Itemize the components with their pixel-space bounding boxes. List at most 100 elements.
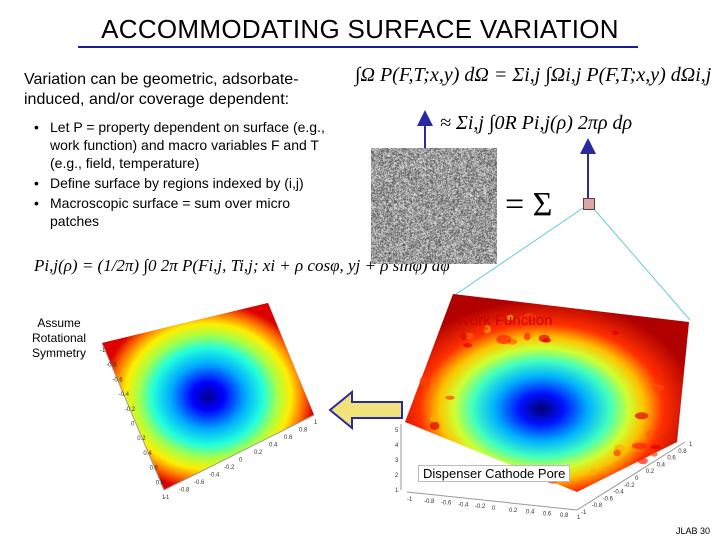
left-y-tick-label: -0.2: [125, 407, 136, 413]
left-x-tick-label: -0.8: [179, 488, 190, 494]
surface-bump: [496, 334, 512, 345]
surface-bump: [429, 421, 440, 430]
right-z-tick-label: 3: [395, 458, 399, 464]
surface-bump: [463, 342, 473, 348]
equation-local-average: Pi,j(ρ) = (1/2π) ∫0 2π P(Fi,j, Ti,j; xi …: [34, 256, 450, 275]
work-function-label: Work Function: [456, 312, 553, 329]
left-x-tick-label: 0.2: [254, 450, 263, 456]
left-x-tick-label: -0.6: [194, 480, 205, 486]
left-y-tick-label: -0.6: [112, 377, 123, 383]
right-y-tick-label: 0.4: [657, 462, 666, 468]
surface-bump: [523, 313, 537, 320]
left-x-tick-label: -0.4: [209, 473, 220, 479]
right-x-tick-label: 0.6: [543, 511, 552, 517]
surface-bump: [419, 376, 430, 387]
zoom-line-right: [592, 207, 691, 321]
surface-bump: [650, 444, 661, 450]
surface-bump: [517, 316, 526, 323]
right-x-tick-label: -0.8: [424, 499, 435, 505]
block-arrow-icon: [328, 390, 403, 430]
right-y-tick-label: 0.8: [678, 449, 687, 455]
bullet-item: Let P = property dependent on surface (e…: [34, 118, 334, 172]
right-x-tick-label: 0.4: [526, 510, 535, 516]
surface-bump: [542, 338, 552, 343]
side-note: Assume Rotational Symmetry: [31, 316, 87, 360]
surface-bump: [523, 332, 531, 341]
left-x-tick-label: 0: [239, 458, 243, 464]
rough-surface-image: [371, 148, 497, 264]
surface-bump: [611, 330, 619, 336]
right-z-tick-label: 2: [395, 473, 399, 479]
right-y-tick-label: -0.8: [592, 503, 603, 509]
surface-bump: [631, 442, 648, 449]
right-x-tick-label: 1: [577, 515, 581, 521]
surface-bump: [430, 413, 439, 423]
equation-integral-sum: ∫Ω P(F,T;x,y) dΩ = Σi,j ∫Ωi,j P(F,T;x,y)…: [355, 64, 712, 86]
left-y-tick-label: 0.8: [156, 480, 165, 486]
left-surface-plot: -1-0.8-0.6-0.4-0.200.20.40.60.81 -1-0.8-…: [100, 303, 318, 501]
right-x-tick-label: -0.4: [458, 502, 469, 508]
right-y-tick-label: 1: [689, 442, 693, 448]
bullet-item: Macroscopic surface = sum over micro pat…: [34, 194, 334, 230]
surface-bump: [637, 457, 648, 465]
intro-text: Variation can be geometric, adsorbate-in…: [24, 71, 299, 108]
left-surface-bowl: [102, 303, 314, 490]
left-y-tick-label: 0.6: [150, 466, 159, 472]
bullet-list: Let P = property dependent on surface (e…: [34, 118, 334, 232]
right-y-tick-label: -0.6: [603, 496, 614, 502]
left-y-tick-label: -0.4: [119, 392, 130, 398]
left-x-tick-label: 0.4: [269, 443, 278, 449]
left-x-tick-label: 0.6: [284, 435, 293, 441]
right-x-tick-label: 0.8: [560, 513, 569, 519]
surface-bump: [613, 449, 621, 457]
left-y-tick-label: 0.4: [143, 451, 152, 457]
right-z-tick-label: 5: [395, 428, 399, 434]
left-y-tick-label: -1: [100, 348, 106, 354]
right-y-tick-label: 0: [635, 476, 639, 482]
equation-equals-sum: = Σ: [505, 186, 553, 223]
left-x-tick-label: -0.2: [224, 465, 235, 471]
left-arrow: [328, 390, 403, 430]
right-x-tick-label: 0.2: [509, 508, 518, 514]
right-x-tick-label: -1: [407, 497, 413, 503]
right-x-tick-label: -0.6: [441, 501, 452, 507]
surface-bump: [650, 452, 658, 457]
slide-footer: JLAB 30: [676, 526, 711, 536]
surface-roughness: [419, 313, 665, 484]
right-z-tick-label: 4: [395, 443, 399, 449]
right-x-tick-label: -0.2: [475, 504, 486, 510]
right-y-tick-label: -0.2: [624, 483, 635, 489]
left-y-tick-label: 0.2: [137, 436, 146, 442]
equation-radial-approx: ≈ Σi,j ∫0R Pi,j(ρ) 2πρ dρ: [440, 112, 633, 134]
surface-bump: [445, 395, 455, 400]
slide-title: ACCOMMODATING SURFACE VARIATION: [101, 14, 619, 44]
surface-bump: [590, 468, 598, 476]
title-underline: [78, 46, 638, 48]
zoom-line-left: [451, 207, 584, 298]
left-x-tick-label: -1: [164, 495, 170, 501]
surface-bump: [460, 332, 467, 341]
right-axis-x: [406, 491, 578, 511]
surface-bump: [652, 366, 662, 376]
left-axis-x: [163, 414, 315, 491]
surface-bump: [634, 412, 649, 420]
surface-bump: [506, 314, 514, 321]
left-x-tick-label: 1: [314, 420, 318, 426]
right-y-tick-label: 0.2: [646, 469, 655, 475]
surface-bump: [474, 326, 489, 331]
left-y-tick-label: 1: [162, 495, 166, 501]
patch-marker: [583, 198, 595, 210]
surface-bump: [652, 385, 665, 392]
right-y-tick-label: 0.6: [667, 456, 676, 462]
left-y-tick-label: -0.8: [106, 363, 117, 369]
left-x-tick-label: 0.8: [299, 428, 308, 434]
bullet-item: Define surface by regions indexed by (i,…: [34, 174, 334, 192]
surface-bump: [645, 430, 653, 439]
right-axis-y: [576, 441, 686, 511]
right-z-tick-label: 1: [395, 488, 399, 494]
right-y-tick-label: -1: [581, 510, 587, 516]
left-y-tick-label: 0: [131, 422, 135, 428]
right-surface-body: [405, 294, 689, 492]
